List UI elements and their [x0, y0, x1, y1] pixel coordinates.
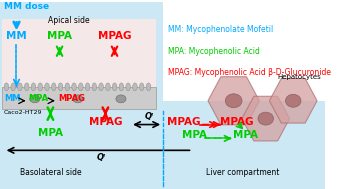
Ellipse shape — [126, 83, 130, 91]
Text: Basolateral side: Basolateral side — [20, 168, 81, 177]
Text: Apical side: Apical side — [48, 16, 89, 26]
Ellipse shape — [105, 83, 110, 91]
Ellipse shape — [51, 83, 56, 91]
Ellipse shape — [146, 83, 151, 91]
Ellipse shape — [72, 83, 76, 91]
Text: Caco2-HT29: Caco2-HT29 — [4, 110, 42, 115]
Text: MPAG: MPAG — [166, 117, 200, 127]
Ellipse shape — [73, 95, 83, 103]
Ellipse shape — [99, 83, 103, 91]
Text: MPA: MPA — [233, 130, 258, 140]
Bar — [2, 19, 156, 87]
Text: MM: Mycophenolate Mofetil: MM: Mycophenolate Mofetil — [168, 25, 273, 34]
Ellipse shape — [4, 83, 9, 91]
Text: MM dose: MM dose — [4, 2, 49, 11]
Ellipse shape — [225, 94, 242, 108]
Ellipse shape — [92, 83, 97, 91]
Ellipse shape — [18, 83, 22, 91]
Ellipse shape — [38, 83, 43, 91]
Ellipse shape — [258, 112, 273, 125]
Ellipse shape — [65, 83, 70, 91]
Text: Liver compartment: Liver compartment — [206, 168, 279, 177]
Ellipse shape — [133, 83, 137, 91]
Text: MPA: MPA — [47, 31, 72, 41]
Ellipse shape — [58, 83, 63, 91]
Text: MM: MM — [6, 31, 27, 41]
Text: MPA: MPA — [182, 130, 207, 140]
Text: MPAG: MPAG — [89, 117, 122, 127]
Text: Qᴵ: Qᴵ — [145, 112, 154, 121]
Ellipse shape — [140, 83, 144, 91]
Text: MPA: MPA — [28, 94, 49, 103]
Text: Qᴵ: Qᴵ — [96, 153, 105, 162]
Ellipse shape — [45, 83, 49, 91]
Text: MM: MM — [5, 94, 21, 103]
Ellipse shape — [78, 83, 83, 91]
Text: MPAG: MPAG — [220, 117, 253, 127]
Ellipse shape — [116, 95, 126, 103]
Ellipse shape — [30, 95, 40, 103]
Polygon shape — [208, 77, 259, 125]
Text: MPAG: MPAG — [98, 31, 131, 41]
Text: MPAG: MPAG — [58, 94, 85, 103]
Text: MPA: Mycophenolic Acid: MPA: Mycophenolic Acid — [168, 47, 260, 56]
Polygon shape — [269, 78, 317, 123]
Text: MPA: MPA — [38, 129, 63, 139]
Ellipse shape — [31, 83, 36, 91]
Text: MPAG: Mycophenolic Acid β-D-Glucuronide: MPAG: Mycophenolic Acid β-D-Glucuronide — [168, 68, 331, 77]
Ellipse shape — [85, 83, 90, 91]
Text: Hepatocytes: Hepatocytes — [277, 74, 321, 80]
Bar — [163, 2, 325, 101]
Bar — [2, 87, 156, 109]
Polygon shape — [242, 96, 290, 141]
Ellipse shape — [112, 83, 117, 91]
Ellipse shape — [119, 83, 124, 91]
Ellipse shape — [11, 83, 16, 91]
Ellipse shape — [285, 94, 301, 107]
Ellipse shape — [24, 83, 29, 91]
